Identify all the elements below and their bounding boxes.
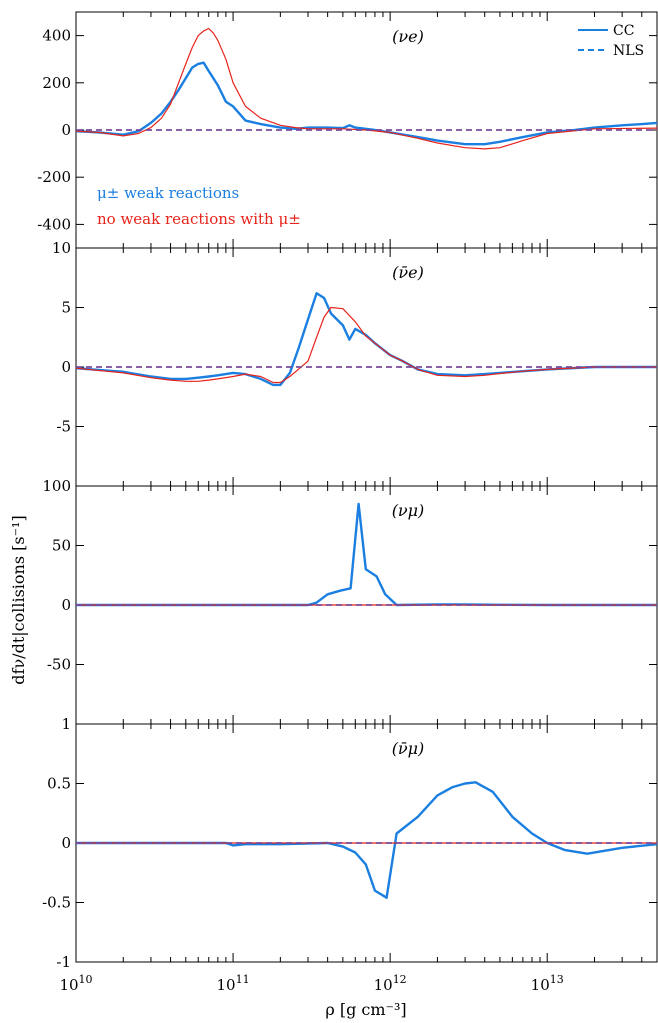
legend: CC NLS (578, 23, 644, 59)
series-line-no_mu_weak (75, 306, 657, 384)
y-tick-label: 100 (42, 477, 71, 495)
annotation-mu-weak: μ± weak reactions (97, 184, 239, 202)
y-tick-label: -5 (56, 418, 71, 436)
y-tick-label: 50 (52, 537, 71, 555)
x-axis-label: ρ [g cm⁻³] (325, 1000, 406, 1019)
series-line-mu_weak (76, 502, 657, 607)
panel-title: (νμ) (392, 501, 425, 520)
y-tick-label: 10 (52, 239, 71, 257)
y-tick-label: -200 (37, 168, 71, 186)
panel-title: (νe) (392, 27, 424, 46)
series-line-mu_weak (75, 61, 658, 146)
panel-2: 10 5 0 -5 (ν̄e) (52, 239, 658, 487)
series-line-no_mu_weak (75, 27, 658, 150)
y-tick-label: -50 (47, 656, 71, 674)
y-tick-label: 400 (42, 27, 71, 45)
y-tick-label: 1 (61, 715, 71, 733)
panel-4: 1 0.5 0 -0.5 -1 (ν̄μ) (42, 715, 658, 971)
panel-1: 400 200 0 -200 -400 (νe) (37, 11, 658, 249)
y-axis-label: dfν/dt|collisions [s⁻¹] (9, 515, 28, 684)
y-tick-label: 0 (61, 358, 71, 376)
y-tick-label: 200 (42, 74, 71, 92)
annotation-no-mu-weak: no weak reactions with μ± (97, 210, 301, 228)
y-tick-label: -400 (37, 215, 71, 233)
series-line-mu_weak (75, 292, 657, 387)
panel-title: (ν̄μ) (392, 739, 425, 758)
plot-layer: 4002000-200-400(νe)1050-5(ν̄e)100500-50(… (37, 11, 658, 994)
panel-3: 100 50 0 -50 (νμ) (42, 477, 658, 725)
y-tick-label: 0.5 (47, 775, 71, 793)
x-tick-label: 1013 (531, 973, 564, 994)
y-tick-label: 0 (61, 834, 71, 852)
legend-label: NLS (613, 43, 644, 59)
x-tick-label: 1012 (374, 973, 407, 994)
panel-title: (ν̄e) (392, 263, 424, 282)
y-tick-label: 5 (61, 299, 71, 317)
x-tick-label: 1011 (217, 973, 250, 994)
y-tick-label: -0.5 (42, 894, 71, 912)
x-tick-label: 1010 (59, 973, 92, 994)
y-tick-label: 0 (61, 596, 71, 614)
series-line-mu_weak (76, 781, 658, 899)
y-tick-label: -1 (56, 953, 71, 971)
y-tick-label: 0 (61, 121, 71, 139)
legend-label: CC (613, 23, 634, 39)
